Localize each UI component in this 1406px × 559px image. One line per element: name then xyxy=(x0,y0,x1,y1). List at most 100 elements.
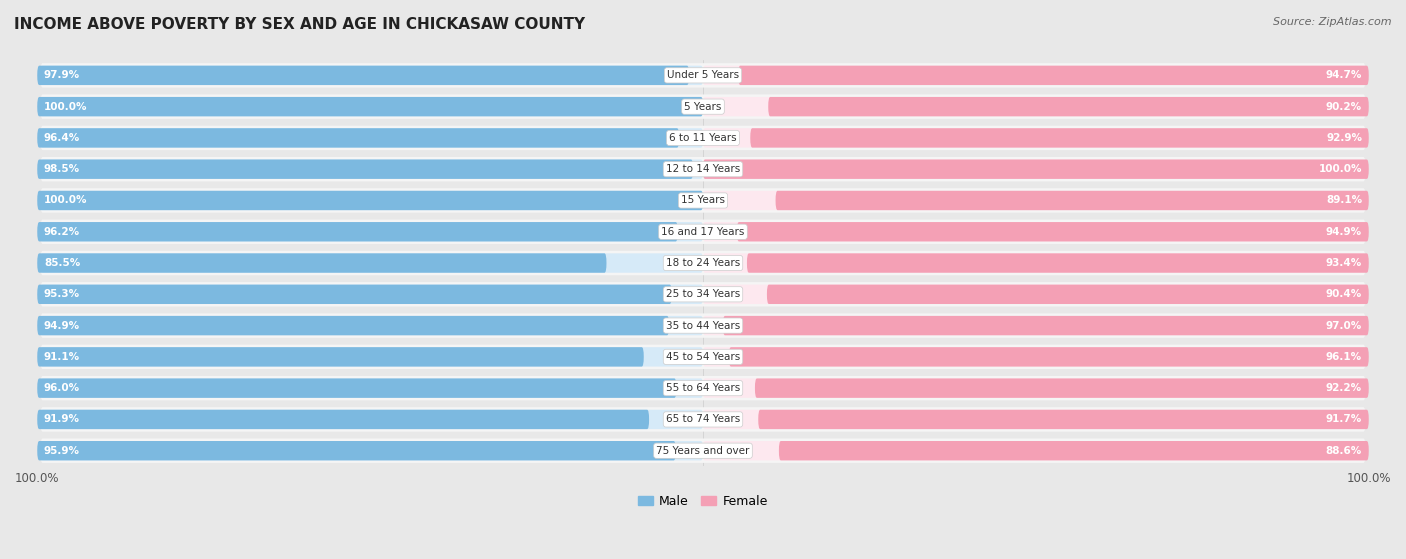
FancyBboxPatch shape xyxy=(37,285,672,304)
Text: 94.9%: 94.9% xyxy=(1326,227,1362,237)
FancyBboxPatch shape xyxy=(703,128,1365,148)
Text: 100.0%: 100.0% xyxy=(1319,164,1362,174)
FancyBboxPatch shape xyxy=(703,159,1369,179)
FancyBboxPatch shape xyxy=(37,441,676,461)
Text: 25 to 34 Years: 25 to 34 Years xyxy=(666,290,740,299)
FancyBboxPatch shape xyxy=(41,253,703,273)
FancyBboxPatch shape xyxy=(41,97,703,116)
Text: 85.5%: 85.5% xyxy=(44,258,80,268)
Text: 98.5%: 98.5% xyxy=(44,164,80,174)
Text: 94.9%: 94.9% xyxy=(44,321,80,330)
Text: 90.4%: 90.4% xyxy=(1326,290,1362,299)
FancyBboxPatch shape xyxy=(751,128,1369,148)
FancyBboxPatch shape xyxy=(723,316,1369,335)
FancyBboxPatch shape xyxy=(41,441,703,461)
Text: 97.9%: 97.9% xyxy=(44,70,80,80)
FancyBboxPatch shape xyxy=(703,222,1365,241)
FancyBboxPatch shape xyxy=(758,410,1369,429)
Text: INCOME ABOVE POVERTY BY SEX AND AGE IN CHICKASAW COUNTY: INCOME ABOVE POVERTY BY SEX AND AGE IN C… xyxy=(14,17,585,32)
Text: 93.4%: 93.4% xyxy=(1326,258,1362,268)
FancyBboxPatch shape xyxy=(37,316,669,335)
Text: 91.7%: 91.7% xyxy=(1326,414,1362,424)
FancyBboxPatch shape xyxy=(747,253,1369,273)
FancyBboxPatch shape xyxy=(703,191,1365,210)
Text: 45 to 54 Years: 45 to 54 Years xyxy=(666,352,740,362)
FancyBboxPatch shape xyxy=(41,345,1365,369)
Text: 75 Years and over: 75 Years and over xyxy=(657,446,749,456)
Text: 95.9%: 95.9% xyxy=(44,446,80,456)
FancyBboxPatch shape xyxy=(703,316,1365,335)
FancyBboxPatch shape xyxy=(41,282,1365,306)
FancyBboxPatch shape xyxy=(41,285,703,304)
FancyBboxPatch shape xyxy=(737,222,1369,241)
FancyBboxPatch shape xyxy=(37,222,678,241)
Text: 12 to 14 Years: 12 to 14 Years xyxy=(666,164,740,174)
FancyBboxPatch shape xyxy=(37,347,644,367)
FancyBboxPatch shape xyxy=(41,159,703,179)
Text: 89.1%: 89.1% xyxy=(1326,196,1362,206)
FancyBboxPatch shape xyxy=(41,407,1365,432)
FancyBboxPatch shape xyxy=(41,314,1365,338)
FancyBboxPatch shape xyxy=(41,94,1365,119)
FancyBboxPatch shape xyxy=(41,222,703,241)
Text: 91.9%: 91.9% xyxy=(44,414,80,424)
FancyBboxPatch shape xyxy=(703,159,1365,179)
FancyBboxPatch shape xyxy=(728,347,1369,367)
FancyBboxPatch shape xyxy=(41,126,1365,150)
Text: 96.2%: 96.2% xyxy=(44,227,80,237)
FancyBboxPatch shape xyxy=(703,410,1365,429)
Text: 96.1%: 96.1% xyxy=(1326,352,1362,362)
FancyBboxPatch shape xyxy=(703,97,1365,116)
FancyBboxPatch shape xyxy=(703,285,1365,304)
FancyBboxPatch shape xyxy=(703,347,1365,367)
Text: 90.2%: 90.2% xyxy=(1326,102,1362,112)
FancyBboxPatch shape xyxy=(41,65,703,85)
Text: 92.2%: 92.2% xyxy=(1326,383,1362,393)
FancyBboxPatch shape xyxy=(37,97,703,116)
FancyBboxPatch shape xyxy=(37,128,679,148)
FancyBboxPatch shape xyxy=(41,188,1365,212)
Text: 18 to 24 Years: 18 to 24 Years xyxy=(666,258,740,268)
FancyBboxPatch shape xyxy=(41,438,1365,463)
FancyBboxPatch shape xyxy=(37,253,606,273)
Text: 97.0%: 97.0% xyxy=(1326,321,1362,330)
FancyBboxPatch shape xyxy=(41,63,1365,88)
FancyBboxPatch shape xyxy=(703,441,1365,461)
FancyBboxPatch shape xyxy=(41,316,703,335)
FancyBboxPatch shape xyxy=(41,128,703,148)
Text: 96.4%: 96.4% xyxy=(44,133,80,143)
FancyBboxPatch shape xyxy=(41,376,1365,400)
FancyBboxPatch shape xyxy=(703,65,1365,85)
FancyBboxPatch shape xyxy=(37,159,693,179)
FancyBboxPatch shape xyxy=(41,378,703,398)
FancyBboxPatch shape xyxy=(703,253,1365,273)
Text: 65 to 74 Years: 65 to 74 Years xyxy=(666,414,740,424)
FancyBboxPatch shape xyxy=(37,191,703,210)
FancyBboxPatch shape xyxy=(768,97,1369,116)
Text: 92.9%: 92.9% xyxy=(1326,133,1362,143)
Text: 96.0%: 96.0% xyxy=(44,383,80,393)
Text: 94.7%: 94.7% xyxy=(1326,70,1362,80)
Text: 35 to 44 Years: 35 to 44 Years xyxy=(666,321,740,330)
Text: 6 to 11 Years: 6 to 11 Years xyxy=(669,133,737,143)
Text: 88.6%: 88.6% xyxy=(1326,446,1362,456)
Legend: Male, Female: Male, Female xyxy=(633,490,773,513)
FancyBboxPatch shape xyxy=(37,65,689,85)
FancyBboxPatch shape xyxy=(766,285,1369,304)
Text: 16 and 17 Years: 16 and 17 Years xyxy=(661,227,745,237)
Text: 95.3%: 95.3% xyxy=(44,290,80,299)
FancyBboxPatch shape xyxy=(703,378,1365,398)
FancyBboxPatch shape xyxy=(37,410,650,429)
FancyBboxPatch shape xyxy=(37,378,676,398)
Text: 55 to 64 Years: 55 to 64 Years xyxy=(666,383,740,393)
Text: 100.0%: 100.0% xyxy=(44,196,87,206)
FancyBboxPatch shape xyxy=(779,441,1369,461)
Text: Source: ZipAtlas.com: Source: ZipAtlas.com xyxy=(1274,17,1392,27)
FancyBboxPatch shape xyxy=(41,157,1365,181)
FancyBboxPatch shape xyxy=(41,410,703,429)
FancyBboxPatch shape xyxy=(41,220,1365,244)
FancyBboxPatch shape xyxy=(41,251,1365,275)
Text: 91.1%: 91.1% xyxy=(44,352,80,362)
FancyBboxPatch shape xyxy=(776,191,1369,210)
Text: 100.0%: 100.0% xyxy=(44,102,87,112)
